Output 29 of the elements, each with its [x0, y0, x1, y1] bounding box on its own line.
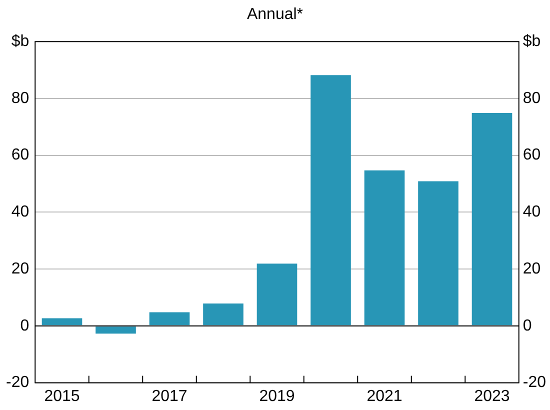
bar [472, 112, 512, 326]
x-tick-label: 2015 [44, 388, 80, 405]
y2-tick-label: $b [522, 33, 541, 50]
y2-tick-label: 60 [522, 146, 541, 164]
bar [418, 181, 458, 326]
y-tick-label: 40 [11, 204, 30, 221]
y2-tick-label: 20 [522, 260, 541, 278]
y2-tick-label: 80 [522, 90, 541, 107]
bar [42, 318, 82, 326]
bar [310, 75, 351, 326]
y2-tick-label: 40 [522, 204, 541, 221]
y-tick-label: 80 [11, 90, 30, 107]
y-tick-label: -20 [6, 374, 30, 392]
y2-tick-label: -20 [522, 374, 546, 392]
bar [256, 264, 298, 326]
y-tick-label: $b [11, 33, 30, 50]
chart-subtitle: Annual* [246, 6, 304, 24]
bar [364, 170, 405, 326]
bar [149, 312, 190, 326]
x-tick-label: 2023 [474, 388, 510, 405]
bar [96, 326, 136, 334]
x-tick-label: 2017 [152, 388, 188, 405]
x-tick-label: 2019 [259, 388, 295, 405]
y-tick-label: 0 [20, 317, 30, 334]
y-tick-label: 20 [11, 260, 30, 278]
bar [203, 303, 244, 326]
y2-tick-label: 0 [522, 317, 532, 334]
x-tick-label: 2021 [366, 388, 402, 405]
y-tick-label: 60 [11, 146, 30, 164]
